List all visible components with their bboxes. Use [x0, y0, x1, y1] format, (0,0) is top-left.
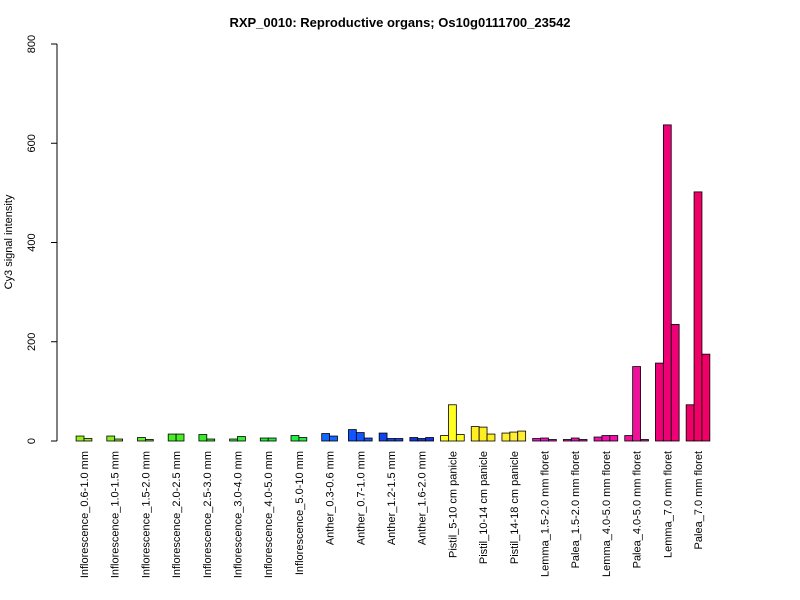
- bar: [144, 439, 154, 442]
- bar: [517, 430, 527, 442]
- y-tick-label: 800: [26, 35, 38, 53]
- bar: [455, 434, 465, 442]
- bar: [237, 436, 246, 442]
- category-label: Lemma_7.0 mm floret: [662, 451, 674, 558]
- bar: [470, 426, 480, 442]
- bar: [655, 362, 664, 442]
- y-tick-label: 200: [26, 333, 38, 351]
- bar: [448, 404, 457, 442]
- bar: [593, 436, 603, 442]
- bar: [440, 435, 449, 442]
- bar: [701, 353, 711, 442]
- bar: [693, 191, 703, 442]
- bar: [83, 438, 93, 442]
- category-label: Pistil_10-14 cm panicle: [478, 451, 490, 564]
- category-label: Pistil_14-18 cm panicle: [509, 451, 521, 564]
- y-ticks: 0 200 400 600 800: [26, 35, 57, 444]
- category-label: Anther_1.2-1.5 mm: [386, 451, 398, 545]
- category-label: Lemma_1.5-2.0 mm floret: [540, 451, 552, 577]
- bar: [321, 433, 331, 442]
- bar: [570, 437, 580, 442]
- bar: [348, 429, 357, 442]
- y-axis-label: Cy3 signal intensity: [3, 194, 15, 289]
- bar: [206, 438, 216, 442]
- category-labels: Inflorescence_0.6-1.0 mm Inflorescence_1.…: [79, 451, 705, 578]
- bar: [685, 404, 695, 442]
- bar: [562, 439, 572, 442]
- category-label: Pistil_5-10 cm panicle: [447, 451, 459, 558]
- bar: [409, 437, 419, 442]
- bar: [167, 433, 177, 442]
- bar: [198, 434, 208, 442]
- category-label: Anther_0.7-1.0 mm: [355, 451, 367, 545]
- category-label: Anther_0.3-0.6 mm: [325, 451, 337, 545]
- bar: [486, 433, 496, 442]
- category-label: Inflorescence_1.5-2.0 mm: [140, 451, 152, 578]
- bar: [106, 435, 116, 442]
- category-label: Inflorescence_0.6-1.0 mm: [79, 451, 91, 578]
- bar: [578, 439, 588, 442]
- bar: [670, 323, 680, 442]
- bar: [640, 439, 649, 442]
- bar: [662, 124, 672, 442]
- y-tick-label: 600: [26, 134, 38, 152]
- bar: [355, 432, 365, 442]
- bar: [540, 437, 549, 442]
- category-label: Inflorescence_1.0-1.5 mm: [110, 451, 122, 578]
- category-label: Anther_1.6-2.0 mm: [417, 451, 429, 545]
- category-label: Palea_1.5-2.0 mm floret: [570, 451, 582, 568]
- bar: [609, 435, 619, 442]
- bar: [501, 432, 511, 442]
- chart-title: RXP_0010: Reproductive organs; Os10g0111…: [229, 15, 570, 30]
- category-label: Inflorescence_2.5-3.0 mm: [202, 451, 214, 578]
- bar: [75, 435, 85, 442]
- bar: [509, 431, 519, 442]
- bar: [386, 438, 396, 442]
- bar: [532, 438, 541, 442]
- category-label: Inflorescence_2.0-2.5 mm: [171, 451, 183, 578]
- category-label: Inflorescence_5.0-10 mm: [294, 451, 306, 575]
- bar: [632, 366, 641, 442]
- category-label: Inflorescence_4.0-5.0 mm: [263, 451, 275, 578]
- y-tick-label: 400: [26, 233, 38, 251]
- bar: [229, 438, 238, 442]
- bar: [267, 437, 277, 442]
- category-label: Palea_4.0-5.0 mm floret: [632, 451, 644, 568]
- bar: [478, 426, 488, 442]
- bar: [175, 433, 185, 442]
- bar: [259, 437, 269, 442]
- bar: [298, 437, 308, 442]
- bar: [624, 435, 634, 442]
- bar: [363, 437, 373, 442]
- bar: [548, 439, 557, 442]
- category-label: Lemma_4.0-5.0 mm floret: [601, 451, 613, 577]
- bar: [329, 435, 338, 442]
- bar: [378, 432, 388, 442]
- bars: [75, 124, 711, 442]
- category-label: Palea_7.0 mm floret: [693, 451, 705, 549]
- bar: [425, 437, 434, 442]
- bar: [114, 438, 123, 442]
- bar: [394, 438, 404, 442]
- bar: [417, 438, 427, 442]
- bar: [601, 435, 611, 442]
- bar: [290, 435, 300, 442]
- category-label: Inflorescence_3.0-4.0 mm: [233, 451, 245, 578]
- bar: [137, 437, 146, 442]
- y-tick-label: 0: [26, 438, 38, 444]
